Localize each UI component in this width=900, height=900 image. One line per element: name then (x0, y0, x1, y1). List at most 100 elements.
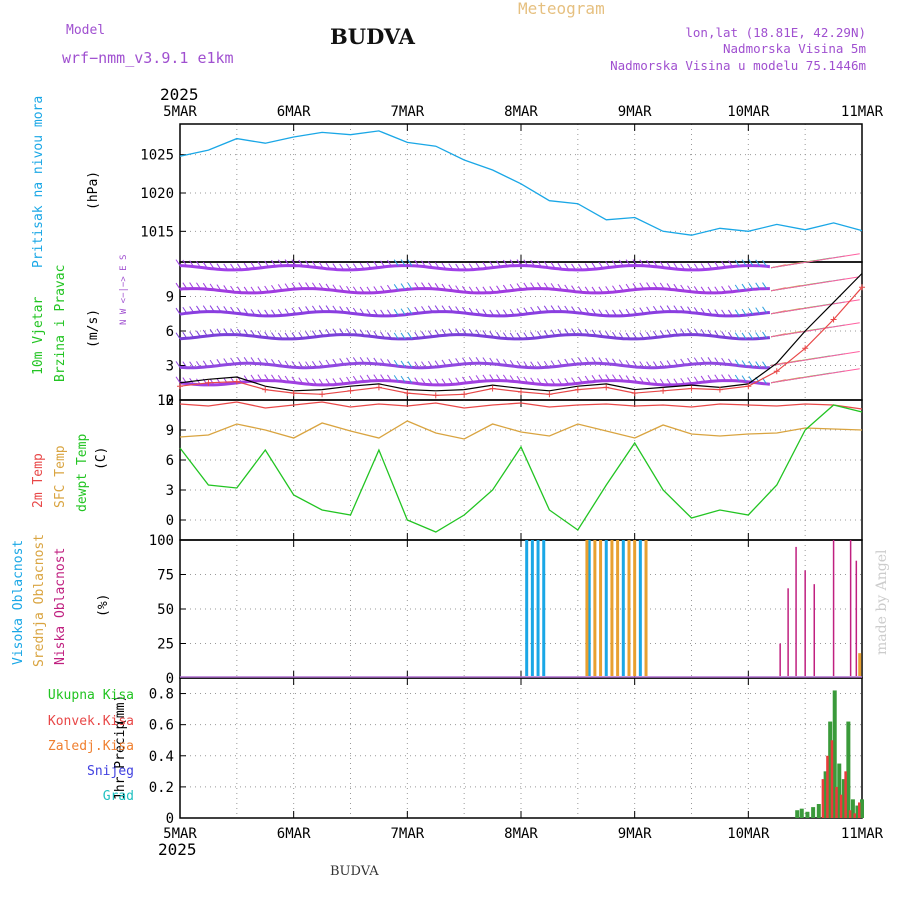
wind-barb (714, 330, 720, 337)
wind-barb (380, 309, 386, 317)
meteogram-label: Meteogram (518, 0, 605, 18)
wind-barb (243, 357, 249, 364)
wind-barb (612, 358, 617, 366)
wind-barb (243, 308, 249, 315)
wind-barb (332, 263, 338, 270)
wind-barb (380, 374, 386, 381)
wind-barb (175, 259, 181, 266)
precip-bar (805, 811, 810, 818)
wind-barb (414, 282, 420, 289)
wind-barb (741, 308, 747, 316)
wind-barb (741, 375, 747, 382)
wind-ylabel2: Brzina i Pravac (53, 265, 68, 382)
wind-barb (755, 361, 761, 368)
wind-barb (366, 309, 372, 316)
precip-conv-bar (835, 786, 838, 818)
wind-barb (543, 282, 549, 290)
wind-barb (762, 282, 767, 289)
wind-fan-line (770, 322, 860, 338)
wind-barb (175, 307, 181, 315)
wind-barb (202, 282, 208, 290)
y-tick-label: 9 (166, 423, 174, 439)
cloud-bar-1 (633, 540, 637, 676)
wind-barb (564, 263, 570, 270)
wind-barb (482, 262, 488, 269)
model-elevation-label: Nadmorska Visina u modelu 75.1446m (610, 58, 866, 73)
wind-speed-marker (347, 387, 354, 394)
wind-barb (646, 331, 651, 339)
pressure-line (179, 130, 863, 236)
wind-barb (277, 375, 283, 382)
wind-barb (414, 259, 420, 267)
wind-barb (584, 375, 590, 383)
precip-bar (795, 810, 800, 818)
wind-barb (748, 283, 754, 290)
wind-barb (680, 328, 686, 335)
wind-barb (332, 284, 338, 292)
wind-barb (250, 357, 256, 364)
wind-barb (380, 260, 386, 268)
wind-barb (537, 306, 542, 313)
wind-barb (421, 282, 426, 289)
y-tick-label: 0.6 (149, 718, 174, 734)
wind-barb (625, 375, 631, 382)
wind-barb (557, 359, 563, 367)
wind-barb (496, 374, 501, 381)
wind-speed-marker (262, 386, 269, 393)
wind-barb (216, 263, 222, 270)
wind-barb (598, 286, 604, 294)
wind-barb (223, 285, 229, 292)
model-label: Model (66, 23, 105, 38)
wind-speed-marker (205, 379, 212, 386)
wind-barb-row (179, 333, 771, 341)
wind-barb (339, 358, 345, 365)
wind-barb (632, 376, 638, 383)
wind-barb (462, 376, 467, 384)
wind-barb (537, 260, 542, 268)
y-tick-label: 0 (166, 393, 174, 409)
wind-speed-marker (716, 386, 723, 393)
wind-barb (182, 282, 188, 289)
wind-barb (523, 376, 529, 384)
wind-compass: N W <−|−> E S (119, 255, 129, 325)
wind-barb (748, 308, 754, 315)
wind-barb (687, 285, 692, 293)
wind-barb (311, 282, 317, 290)
cloud-bar-1 (585, 540, 589, 676)
wind-speed-marker (574, 386, 581, 393)
precip-conv-bar (858, 802, 861, 818)
wind-barb (557, 378, 563, 386)
x-tick-label-top: 6MAR (277, 104, 311, 120)
wind-barb (721, 309, 727, 317)
wind-barb (380, 358, 386, 365)
wind-barb (646, 282, 651, 289)
wind-barb (496, 260, 501, 267)
wind-barb (639, 376, 645, 384)
wind-barb (455, 328, 461, 335)
wind-barb (482, 286, 488, 294)
precip-bar (855, 805, 860, 818)
wind-barb (543, 330, 549, 337)
wind-barb (311, 378, 317, 386)
wind-barb (537, 331, 542, 338)
wind-barb (625, 360, 631, 367)
wind-barb (359, 357, 365, 364)
cloud-unit: (%) (96, 594, 111, 617)
wind-barb (264, 374, 270, 381)
precip-ylabel: 1hr Precip (113, 722, 128, 800)
wind-barb (414, 361, 420, 368)
wind-barb (612, 374, 617, 381)
wind-barb (271, 309, 276, 317)
x-tick-label-bottom: 11MAR (841, 826, 884, 842)
coords-label: lon,lat (18.81E, 42.29N) (685, 25, 866, 40)
wind-barb (352, 328, 358, 336)
wind-barb (605, 357, 611, 365)
wind-barb (700, 375, 706, 383)
wind-barb (598, 261, 604, 269)
wind-barb (693, 286, 699, 293)
wind-barb (687, 357, 692, 365)
wind-barb (707, 374, 713, 382)
temp-unit: (C) (94, 447, 109, 470)
wind-barb (455, 306, 461, 313)
